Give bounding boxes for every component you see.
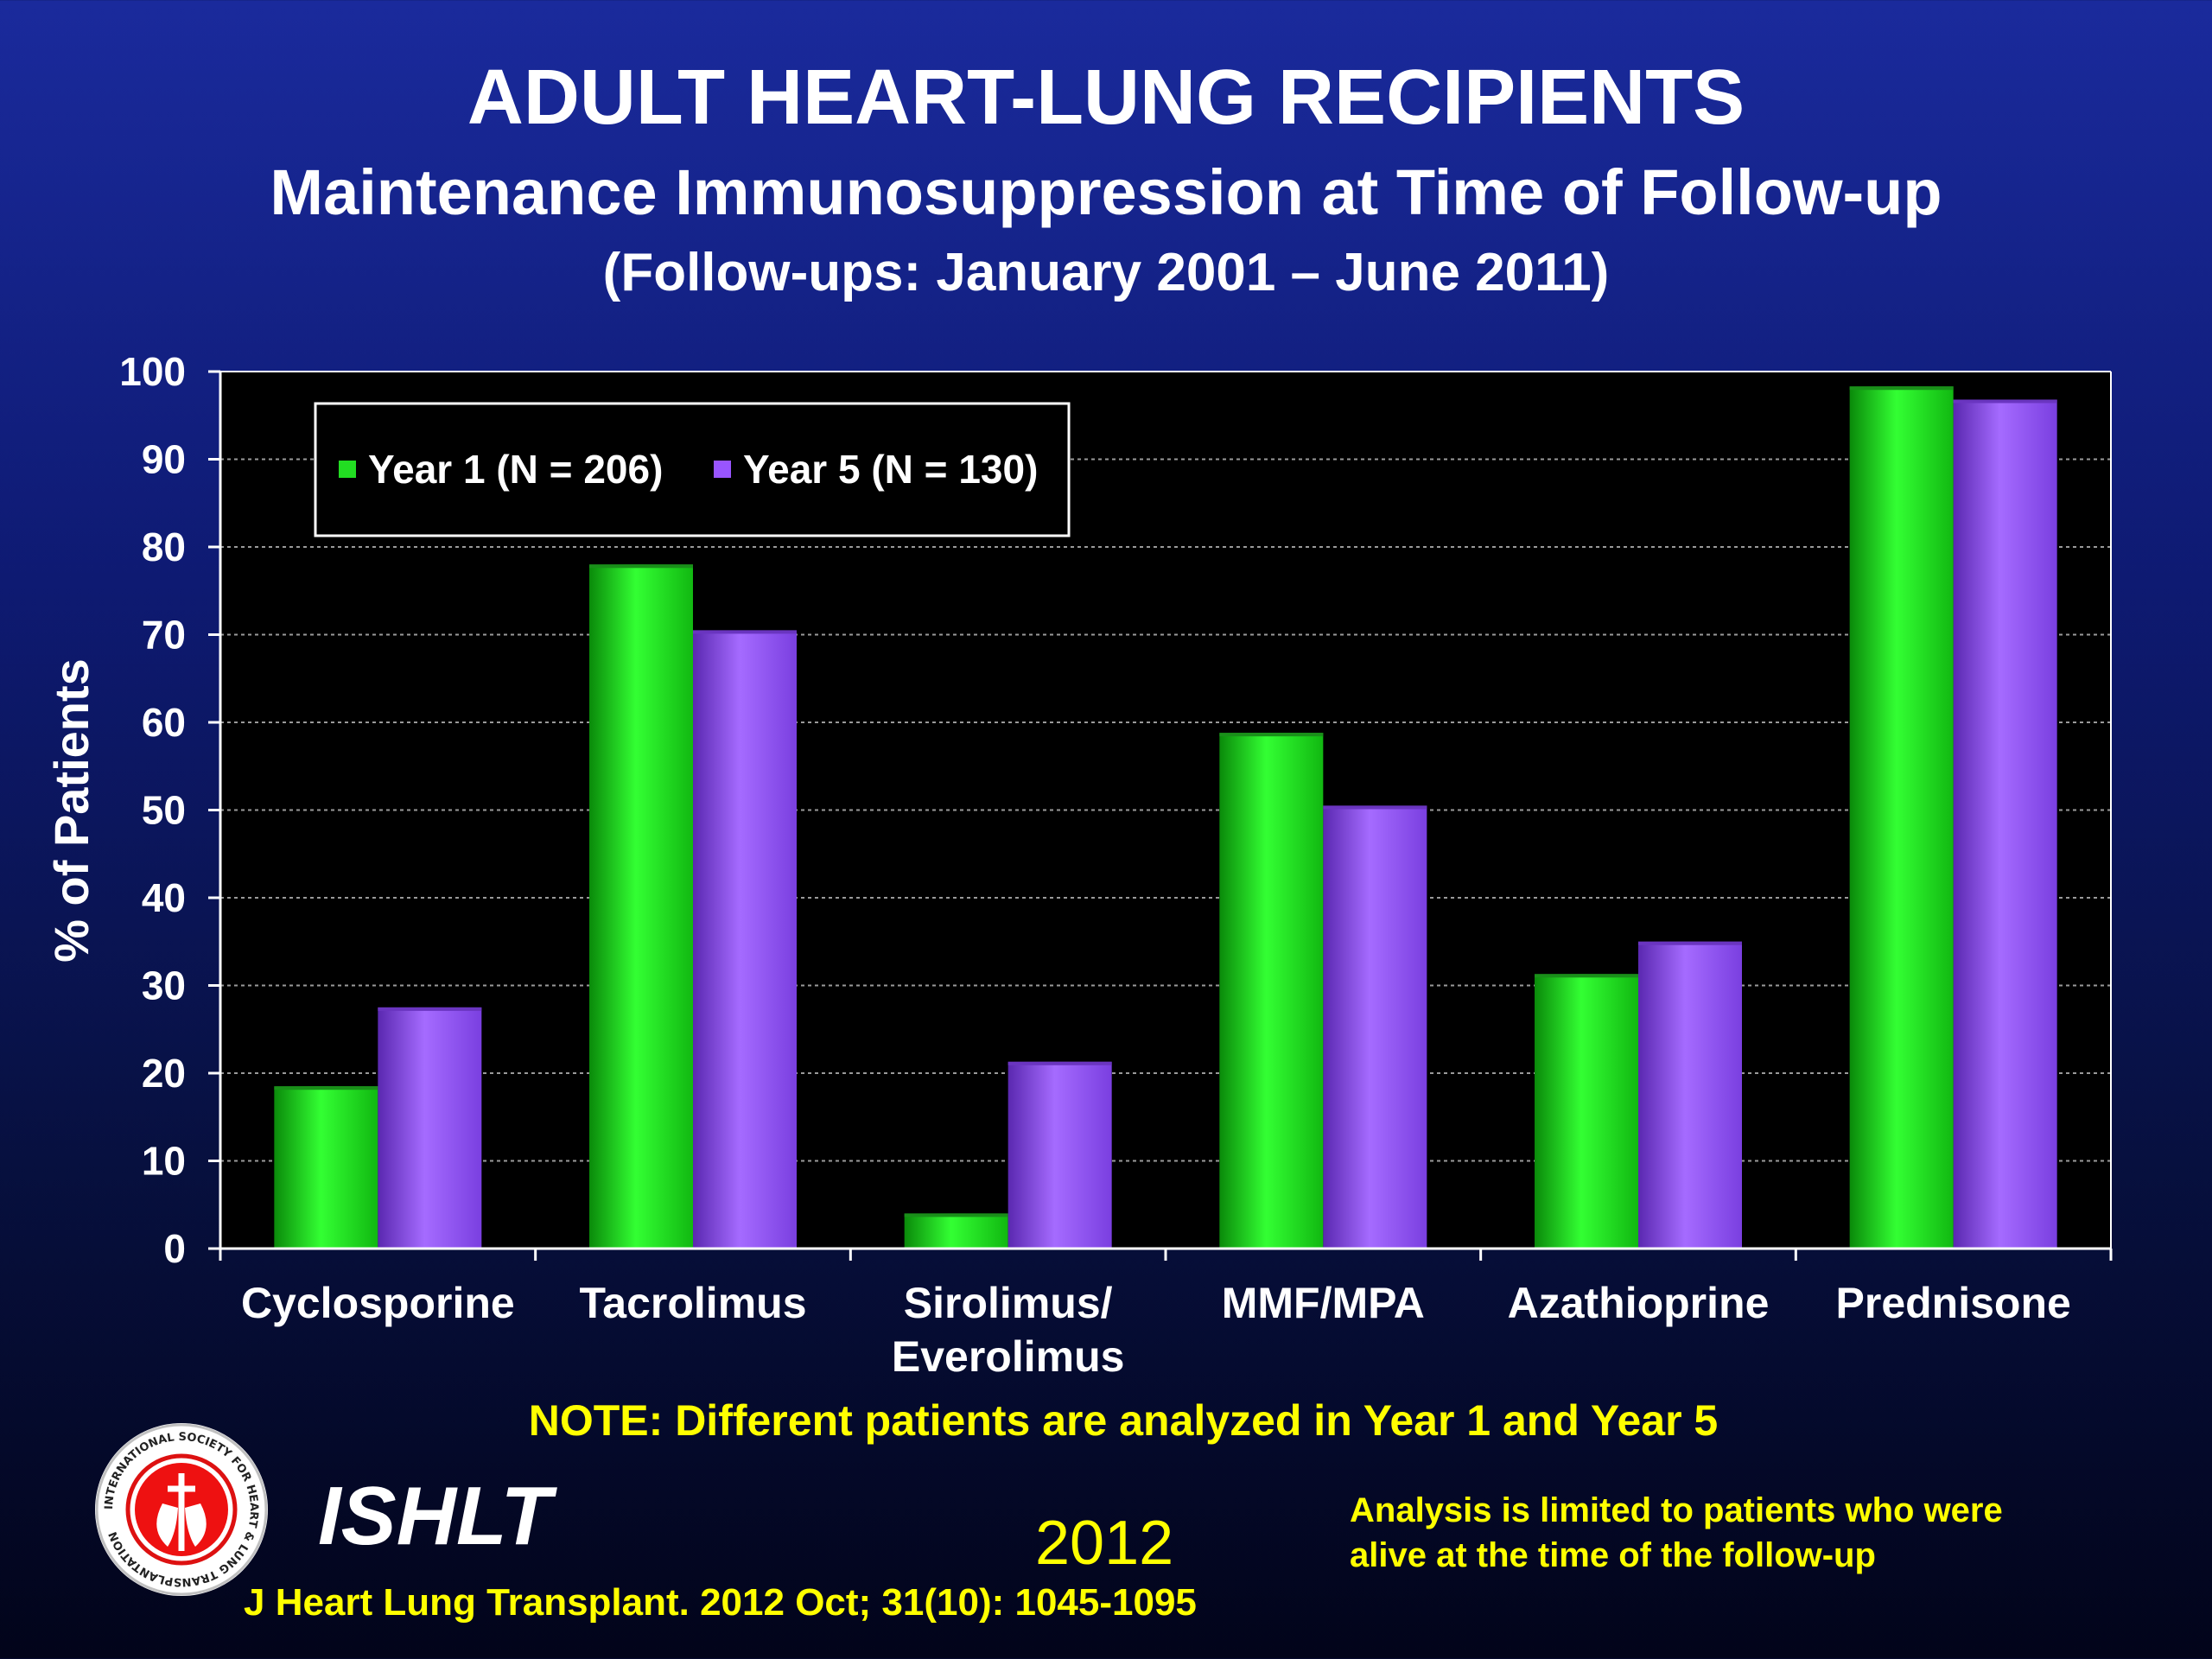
org-name: ISHLT [318,1470,552,1562]
y-tick-label: 50 [142,788,186,833]
x-category-label: Cyclosporine [241,1279,515,1327]
analysis-note-line2: alive at the time of the follow-up [1350,1536,1876,1574]
bar-top-edge [1638,941,1742,945]
bar-year5-4 [1638,941,1742,1249]
y-tick-label: 90 [142,437,186,482]
x-category-label: Azathioprine [1508,1279,1770,1327]
bar-top-edge [1953,399,2057,404]
x-category-label: Everolimus [892,1332,1125,1381]
x-category-label: MMF/MPA [1222,1279,1425,1327]
x-category-label: Tacrolimus [579,1279,806,1327]
y-tick-label: 70 [142,613,186,658]
y-tick-label: 40 [142,875,186,920]
bar-top-edge [693,630,797,634]
y-tick-label: 0 [163,1226,186,1271]
y-tick-label: 10 [142,1139,186,1184]
bar-top-edge [1219,733,1324,737]
legend-label-year5: Year 5 (N = 130) [743,447,1038,492]
page-title: ADULT HEART-LUNG RECIPIENTS [467,54,1745,141]
bar-top-edge [378,1007,482,1011]
bar-top-edge [274,1086,378,1090]
bar-top-edge [1323,805,1427,810]
x-category-label: Prednisone [1836,1279,2071,1327]
bar-top-edge [589,564,693,569]
page-subtitle: Maintenance Immunosuppression at Time of… [270,156,1942,228]
bar-year1-3 [1219,733,1324,1249]
legend: Year 1 (N = 206) Year 5 (N = 130) [314,402,1071,537]
bar-year1-4 [1535,974,1638,1249]
legend-swatch-year5 [714,461,731,478]
bar-year1-2 [904,1213,1008,1249]
analysis-note: Analysis is limited to patients who were… [1350,1488,2127,1578]
x-category-label: Sirolimus/ [904,1279,1113,1327]
bar-year1-1 [589,564,693,1249]
bar-top-edge [1535,974,1638,978]
bar-top-edge [904,1213,1008,1217]
y-tick-label: 60 [142,700,186,745]
citation-text: J Heart Lung Transplant. 2012 Oct; 31(10… [244,1581,1197,1624]
bar-year5-3 [1323,805,1427,1249]
y-axis-label: % of Patients [44,658,99,963]
y-tick-label: 80 [142,524,186,569]
note-text: NOTE: Different patients are analyzed in… [528,1396,1719,1445]
bar-year1-5 [1849,386,1954,1249]
y-tick-label: 30 [142,963,186,1008]
bar-top-edge [1849,386,1954,391]
bar-year5-5 [1953,399,2057,1249]
bar-top-edge [1007,1061,1112,1065]
bar-year1-0 [274,1086,378,1249]
publication-year: 2012 [1035,1509,1174,1578]
page-subtitle-dates: (Follow-ups: January 2001 – June 2011) [602,243,1610,302]
bar-year5-0 [378,1007,482,1249]
bar-year5-2 [1007,1061,1112,1249]
y-tick-label: 100 [119,349,186,394]
y-tick-label: 20 [142,1051,186,1096]
ishlt-logo: INTERNATIONAL SOCIETY FOR HEART & LUNG T… [93,1421,270,1598]
bar-year5-1 [693,630,797,1249]
analysis-note-line1: Analysis is limited to patients who were [1350,1491,2003,1529]
legend-swatch-year1 [339,461,356,478]
legend-label-year1: Year 1 (N = 206) [368,447,663,492]
